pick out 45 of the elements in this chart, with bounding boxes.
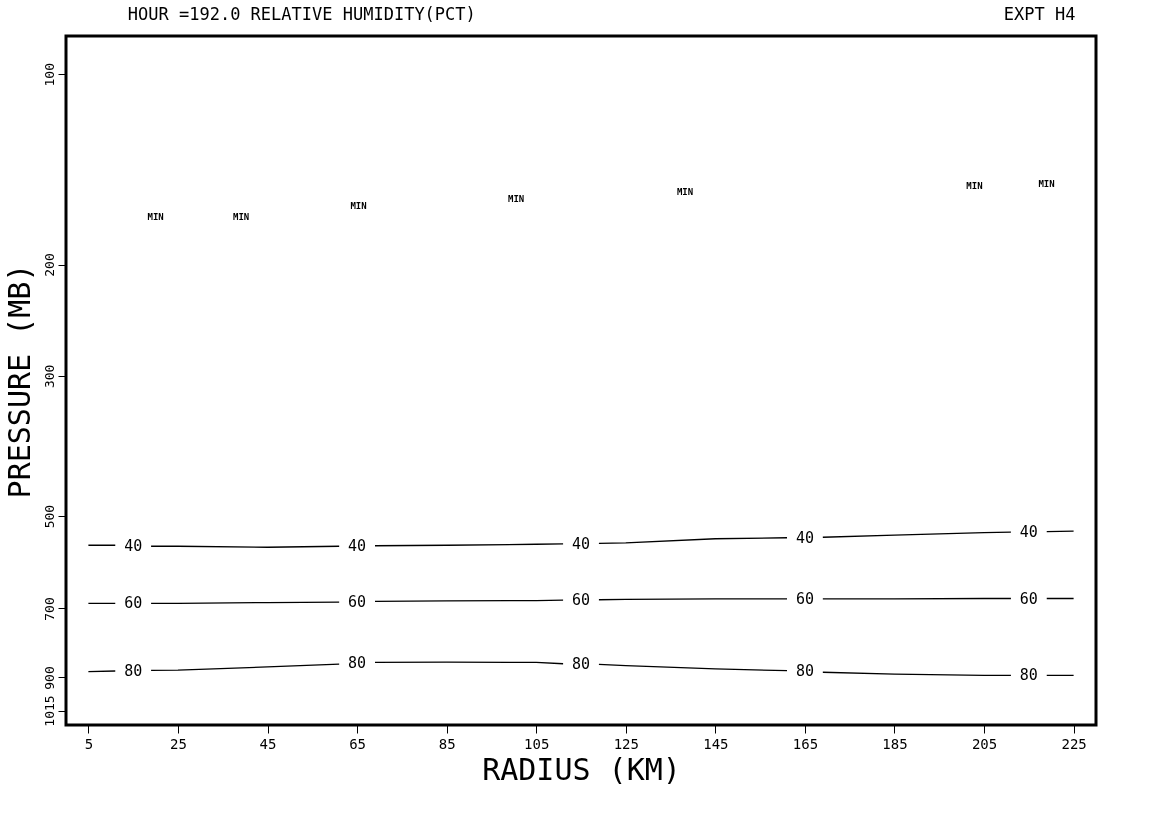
x-tick-label: 165 xyxy=(792,735,819,752)
series-label: 80 xyxy=(1019,666,1038,685)
x-tick-label: 85 xyxy=(438,735,456,752)
x-tick-label: 25 xyxy=(170,735,187,752)
x-tick-label: 5 xyxy=(84,735,94,752)
text: 40 xyxy=(571,534,591,553)
x-tick-label: 205 xyxy=(971,735,998,752)
y-tick-label: 900 xyxy=(41,666,57,690)
text: 40 xyxy=(1019,522,1038,541)
x-tick-label: 185 xyxy=(882,735,908,752)
series-label: 60 xyxy=(124,594,143,613)
text: 80 xyxy=(348,654,367,673)
text: 40 xyxy=(124,536,143,555)
text: 40 xyxy=(795,528,814,547)
text: 60 xyxy=(348,592,367,611)
y-tick-label: 1015 xyxy=(41,695,57,727)
annotation: MIN xyxy=(1038,179,1055,190)
x-tick-label: 225 xyxy=(1061,735,1087,752)
series-label: 40 xyxy=(348,537,367,555)
y-tick-label: 200 xyxy=(41,253,57,277)
y-axis-title: PRESSURE (MB) xyxy=(1,263,37,499)
annotation: MIN xyxy=(232,211,250,222)
y-tick-label: 700 xyxy=(41,597,57,621)
x-axis-title: RADIUS (KM) xyxy=(482,751,681,787)
text: 60 xyxy=(795,589,814,608)
text: 60 xyxy=(571,590,591,609)
annotation: MIN xyxy=(350,201,367,212)
annotation: MIN xyxy=(147,211,164,222)
text: EXPT H4 xyxy=(1003,3,1076,24)
text: 80 xyxy=(795,662,814,681)
text: 80 xyxy=(571,655,591,674)
annotation: MIN xyxy=(676,187,694,198)
chart-title: HOUR =192.0 RELATIVE HUMIDITY(PCT) xyxy=(127,3,476,24)
text: 60 xyxy=(1019,589,1038,608)
x-tick-label: 125 xyxy=(613,735,639,752)
y-tick-label: 500 xyxy=(41,504,57,529)
y-tick-label: 300 xyxy=(41,364,57,389)
text: 80 xyxy=(124,661,143,680)
x-tick-label: 65 xyxy=(349,735,367,752)
x-tick-label: 145 xyxy=(703,735,729,752)
annotation: MIN xyxy=(507,194,525,205)
x-tick-label: 45 xyxy=(259,735,277,752)
annotation: MIN xyxy=(966,181,983,192)
x-tick-label: 105 xyxy=(524,735,550,752)
y-tick-label: 100 xyxy=(41,62,57,87)
